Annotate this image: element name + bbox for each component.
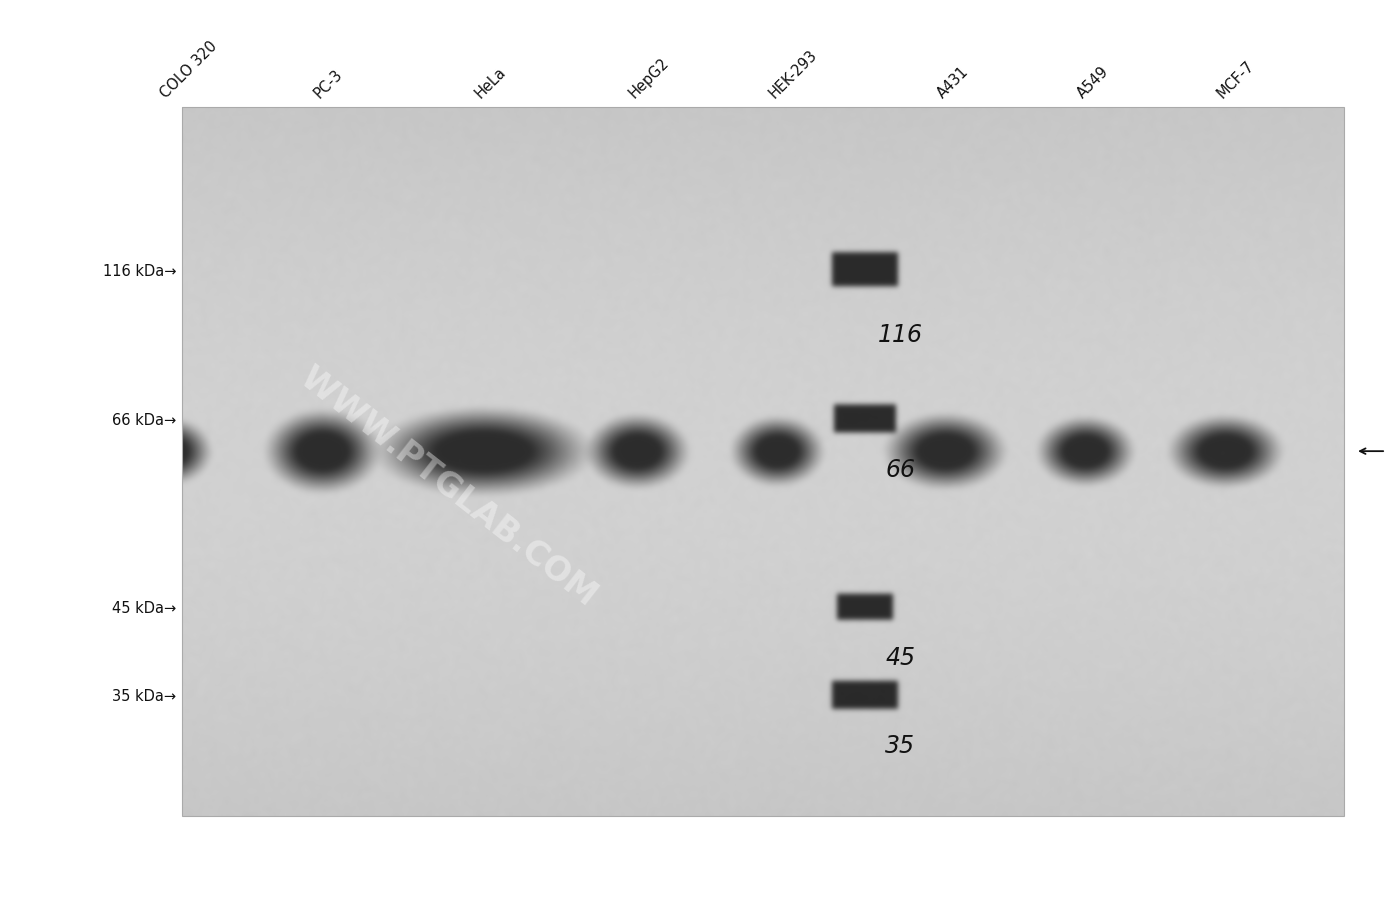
Text: WWW.PTGLAB.COM: WWW.PTGLAB.COM — [294, 362, 602, 612]
Text: PC-3: PC-3 — [311, 67, 346, 101]
Text: 66: 66 — [885, 457, 916, 482]
Text: 35 kDa→: 35 kDa→ — [112, 688, 176, 704]
Text: A549: A549 — [1074, 64, 1112, 101]
Text: HeLa: HeLa — [472, 64, 510, 101]
Text: HEK-293: HEK-293 — [766, 47, 820, 101]
Text: MCF-7: MCF-7 — [1214, 58, 1257, 101]
Text: HepG2: HepG2 — [626, 55, 672, 101]
Text: 66 kDa→: 66 kDa→ — [112, 412, 176, 428]
Text: COLO 320: COLO 320 — [157, 39, 220, 101]
Text: 35: 35 — [885, 733, 916, 758]
Text: 45: 45 — [885, 645, 916, 669]
Text: 116 kDa→: 116 kDa→ — [104, 263, 176, 279]
Text: A431: A431 — [934, 64, 972, 101]
Text: 45 kDa→: 45 kDa→ — [112, 600, 176, 615]
Text: 116: 116 — [878, 323, 923, 346]
